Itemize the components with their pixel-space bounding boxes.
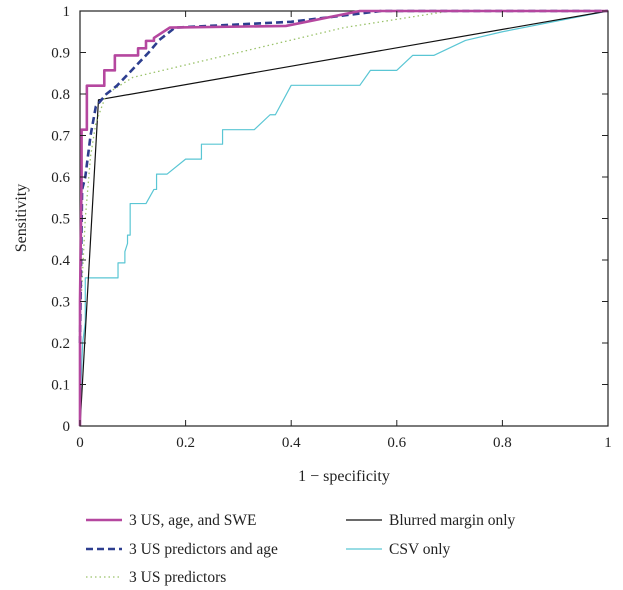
y-tick-label: 0.1: [51, 378, 70, 394]
legend-label-3-us-predictors: 3 US predictors: [129, 569, 226, 586]
y-tick-label: 0.2: [51, 336, 70, 352]
series-line-csv-only: [79, 10, 609, 426]
y-tick-label: 0.5: [51, 212, 70, 228]
y-tick-label: 0.7: [51, 129, 70, 145]
y-tick-label: 0.6: [51, 170, 70, 186]
y-axis-title: Sensitivity: [13, 184, 30, 252]
legend-label-csv-only: CSV only: [389, 541, 451, 558]
y-tick-label: 0: [63, 419, 71, 435]
series-line-3-us-predictors: [79, 10, 608, 323]
legend-label-3-us-predictors-and-age: 3 US predictors and age: [129, 541, 278, 558]
y-tick-label: 0.9: [51, 46, 70, 62]
series-line-3-us-age-and-swe: [78, 9, 608, 426]
x-tick-label: 0.2: [176, 435, 195, 451]
legend-label-blurred-margin-only: Blurred margin only: [389, 512, 516, 529]
x-tick-label: 0: [76, 435, 84, 451]
y-tick-label: 0.4: [51, 253, 70, 269]
x-tick-label: 0.6: [387, 435, 406, 451]
x-tick-label: 0.8: [493, 435, 512, 451]
x-axis: 0 0.2 0.4 0.6 0.8 1: [76, 11, 612, 451]
series-line-blurred-margin-only: [79, 10, 609, 427]
y-tick-label: 0.8: [51, 87, 70, 103]
x-tick-label: 0.4: [282, 435, 301, 451]
series-line-3-us-predictors-and-age: [78, 9, 608, 344]
plot-frame: [79, 10, 609, 427]
y-tick-label: 0.3: [51, 295, 70, 311]
y-tick-label: 1: [63, 4, 71, 20]
legend-label-3-us-age-and-swe: 3 US, age, and SWE: [129, 512, 256, 529]
legend: 3 US, age, and SWE 3 US predictors and ag…: [86, 512, 516, 586]
x-axis-title: 1 − specificity: [298, 468, 390, 485]
series-layer: [78, 9, 609, 427]
x-tick-label: 1: [604, 435, 612, 451]
y-axis: 0 0.1 0.2 0.3 0.4 0.5 0.6 0.7 0.8 0.9 1: [51, 4, 608, 435]
